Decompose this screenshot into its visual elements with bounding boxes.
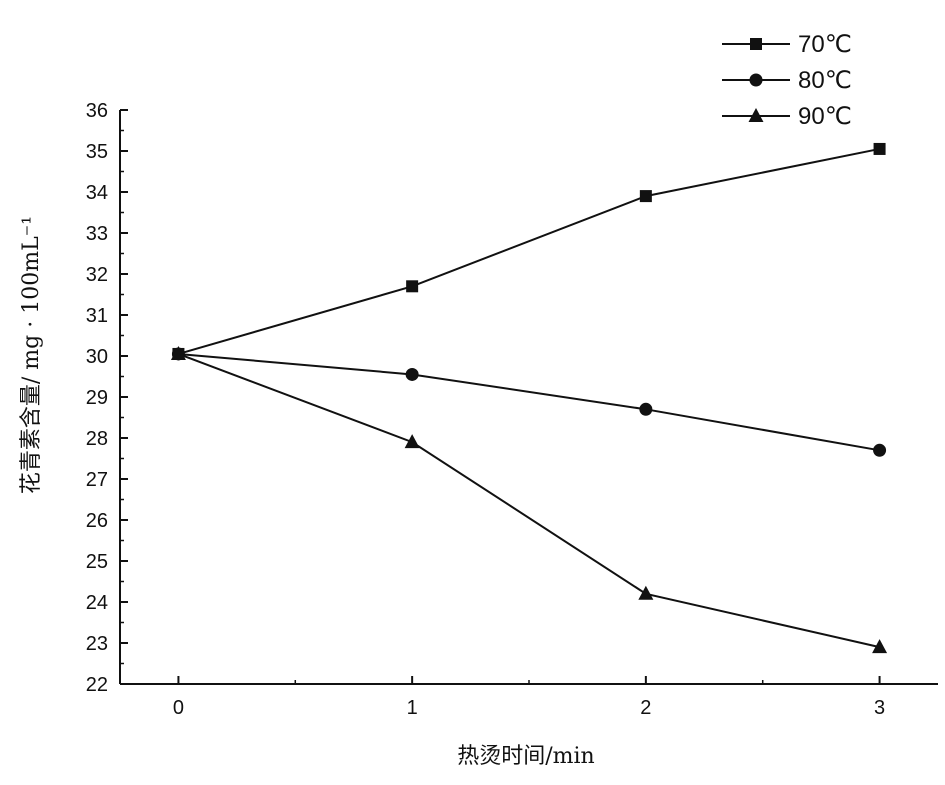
series-triangle bbox=[170, 345, 888, 654]
x-tick-label: 0 bbox=[173, 697, 184, 719]
x-axis-title: 热烫时间/min bbox=[457, 744, 594, 769]
x-tick-label: 3 bbox=[874, 697, 885, 719]
x-tick-label: 1 bbox=[407, 697, 418, 719]
y-tick-label: 26 bbox=[86, 510, 108, 532]
data-point-circle bbox=[873, 443, 887, 457]
x-tick-label: 2 bbox=[640, 697, 651, 719]
data-point-triangle bbox=[170, 345, 186, 360]
data-point-triangle bbox=[872, 639, 888, 654]
y-axis-title: 花青素含量/ mg · 100mL⁻¹ bbox=[19, 216, 44, 494]
y-tick-label: 36 bbox=[86, 100, 108, 122]
series-line bbox=[178, 147, 880, 355]
y-tick-label: 35 bbox=[86, 141, 108, 163]
y-tick-label: 34 bbox=[86, 182, 108, 204]
series-square bbox=[172, 142, 886, 360]
data-point-triangle bbox=[404, 434, 420, 449]
y-tick-label: 23 bbox=[86, 633, 108, 655]
y-tick-label: 31 bbox=[86, 305, 108, 327]
data-point-square bbox=[873, 142, 886, 155]
y-tick-label: 28 bbox=[86, 428, 108, 450]
y-tick-label: 32 bbox=[86, 264, 108, 286]
series-circle bbox=[171, 347, 887, 457]
y-tick-label: 27 bbox=[86, 469, 108, 491]
legend-item: 70℃ bbox=[722, 31, 852, 58]
series-line bbox=[178, 353, 880, 649]
legend: 70℃ 80℃ 90℃ bbox=[722, 31, 852, 130]
series-layer bbox=[170, 142, 888, 654]
data-point-circle bbox=[639, 402, 653, 416]
legend-item: 80℃ bbox=[722, 67, 852, 94]
y-tick-label: 25 bbox=[86, 551, 108, 573]
legend-marker-circle bbox=[749, 73, 763, 87]
y-tick-label: 24 bbox=[86, 592, 108, 614]
legend-marker-square bbox=[750, 38, 762, 50]
series-line bbox=[178, 352, 880, 452]
data-point-square bbox=[639, 190, 652, 203]
legend-item: 90℃ bbox=[722, 103, 852, 130]
legend-label: 70℃ bbox=[798, 31, 852, 58]
y-tick-label: 22 bbox=[86, 674, 108, 696]
data-point-square bbox=[406, 280, 419, 293]
data-point-triangle bbox=[638, 585, 654, 600]
legend-marker-triangle bbox=[748, 108, 764, 122]
data-point-circle bbox=[405, 367, 419, 381]
legend-label: 90℃ bbox=[798, 103, 852, 130]
legend-label: 80℃ bbox=[798, 67, 852, 94]
y-tick-label: 33 bbox=[86, 223, 108, 245]
y-tick-label: 30 bbox=[86, 346, 108, 368]
y-tick-label: 29 bbox=[86, 387, 108, 409]
